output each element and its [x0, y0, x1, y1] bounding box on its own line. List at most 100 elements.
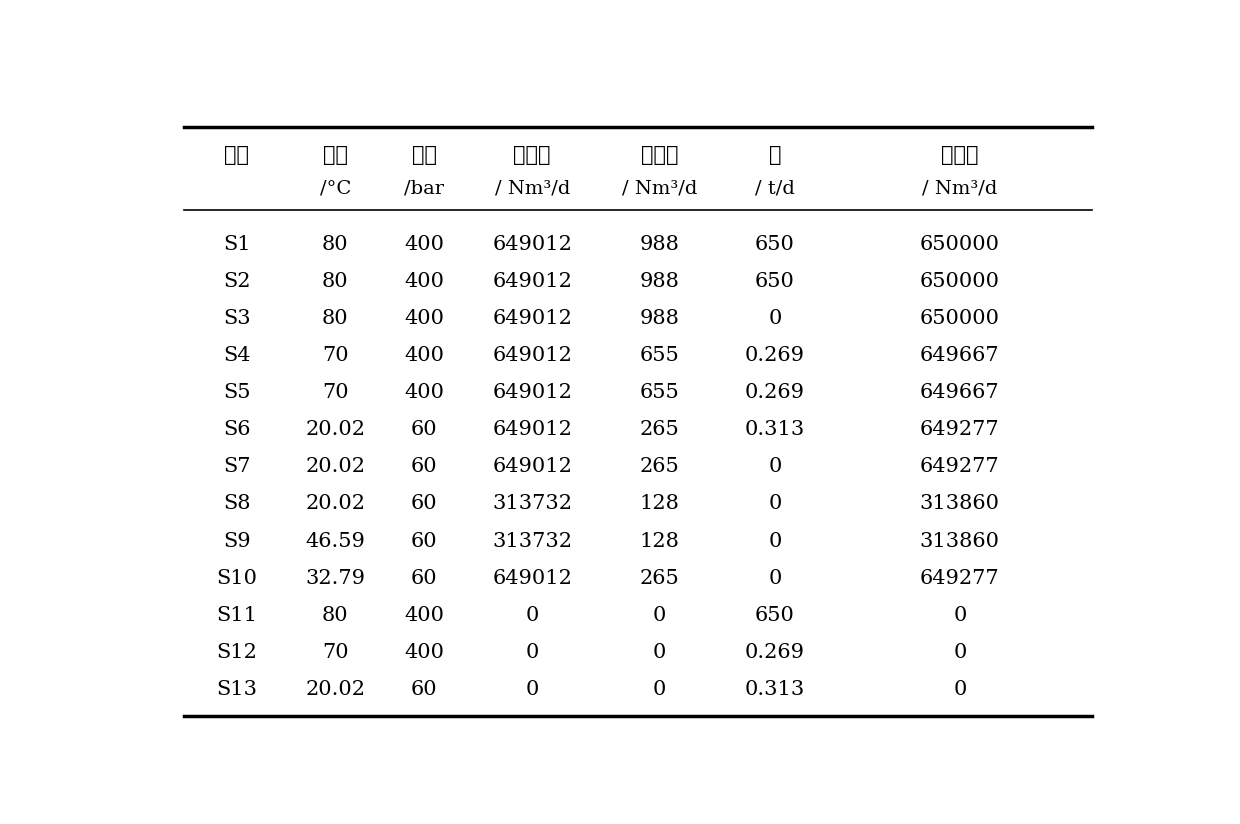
Text: / t/d: / t/d	[755, 180, 795, 198]
Text: 400: 400	[404, 346, 444, 365]
Text: 天然气: 天然气	[513, 147, 551, 166]
Text: 60: 60	[410, 531, 438, 550]
Text: 313860: 313860	[920, 494, 999, 513]
Text: 20.02: 20.02	[305, 680, 366, 699]
Text: / Nm³/d: / Nm³/d	[923, 180, 997, 198]
Text: /bar: /bar	[404, 180, 444, 198]
Text: 655: 655	[640, 346, 680, 365]
Text: 80: 80	[322, 272, 348, 291]
Text: 988: 988	[640, 309, 680, 328]
Text: 0: 0	[652, 643, 666, 662]
Text: 650000: 650000	[920, 309, 999, 328]
Text: 0.269: 0.269	[745, 346, 805, 365]
Text: 0.269: 0.269	[745, 383, 805, 402]
Text: 649012: 649012	[492, 272, 572, 291]
Text: 70: 70	[322, 643, 348, 662]
Text: 265: 265	[640, 569, 680, 588]
Text: 650000: 650000	[920, 272, 999, 291]
Text: 0: 0	[768, 531, 781, 550]
Text: 649012: 649012	[492, 383, 572, 402]
Text: 水蜗汽: 水蜗汽	[641, 147, 678, 166]
Text: S1: S1	[223, 235, 250, 254]
Text: 20.02: 20.02	[305, 420, 366, 439]
Text: 649012: 649012	[492, 309, 572, 328]
Text: 313860: 313860	[920, 531, 999, 550]
Text: 60: 60	[410, 457, 438, 476]
Text: 水: 水	[769, 147, 781, 166]
Text: 649277: 649277	[920, 457, 999, 476]
Text: 649012: 649012	[492, 346, 572, 365]
Text: 46.59: 46.59	[305, 531, 365, 550]
Text: 流股: 流股	[224, 147, 249, 166]
Text: 0: 0	[768, 457, 781, 476]
Text: 313732: 313732	[492, 531, 572, 550]
Text: 265: 265	[640, 420, 680, 439]
Text: 128: 128	[640, 494, 680, 513]
Text: 400: 400	[404, 606, 444, 625]
Text: 649277: 649277	[920, 569, 999, 588]
Text: 650: 650	[755, 235, 795, 254]
Text: S8: S8	[223, 494, 250, 513]
Text: 649012: 649012	[492, 569, 572, 588]
Text: 650: 650	[755, 272, 795, 291]
Text: 649667: 649667	[920, 383, 999, 402]
Text: 70: 70	[322, 346, 348, 365]
Text: S3: S3	[223, 309, 250, 328]
Text: S2: S2	[223, 272, 250, 291]
Text: 0: 0	[954, 606, 966, 625]
Text: 0: 0	[768, 494, 781, 513]
Text: S11: S11	[216, 606, 257, 625]
Text: S6: S6	[223, 420, 250, 439]
Text: S12: S12	[216, 643, 257, 662]
Text: 400: 400	[404, 643, 444, 662]
Text: 988: 988	[640, 235, 680, 254]
Text: 32.79: 32.79	[305, 569, 366, 588]
Text: 0: 0	[652, 680, 666, 699]
Text: 0.313: 0.313	[745, 680, 805, 699]
Text: 0: 0	[954, 680, 966, 699]
Text: 0: 0	[954, 643, 966, 662]
Text: S10: S10	[216, 569, 257, 588]
Text: S5: S5	[223, 383, 250, 402]
Text: 60: 60	[410, 420, 438, 439]
Text: 80: 80	[322, 235, 348, 254]
Text: 80: 80	[322, 309, 348, 328]
Text: 0: 0	[768, 569, 781, 588]
Text: 0: 0	[652, 606, 666, 625]
Text: 649012: 649012	[492, 457, 572, 476]
Text: 60: 60	[410, 569, 438, 588]
Text: 128: 128	[640, 531, 680, 550]
Text: 80: 80	[322, 606, 348, 625]
Text: 0: 0	[526, 643, 539, 662]
Text: 265: 265	[640, 457, 680, 476]
Text: 60: 60	[410, 494, 438, 513]
Text: 60: 60	[410, 680, 438, 699]
Text: 0: 0	[768, 309, 781, 328]
Text: 温度: 温度	[322, 147, 347, 166]
Text: 总气量: 总气量	[941, 147, 978, 166]
Text: 649277: 649277	[920, 420, 999, 439]
Text: 400: 400	[404, 272, 444, 291]
Text: 400: 400	[404, 383, 444, 402]
Text: S7: S7	[223, 457, 250, 476]
Text: S4: S4	[223, 346, 250, 365]
Text: 400: 400	[404, 309, 444, 328]
Text: 0: 0	[526, 680, 539, 699]
Text: /°C: /°C	[320, 180, 351, 198]
Text: / Nm³/d: / Nm³/d	[621, 180, 697, 198]
Text: 400: 400	[404, 235, 444, 254]
Text: S13: S13	[216, 680, 257, 699]
Text: 压力: 压力	[412, 147, 436, 166]
Text: 650: 650	[755, 606, 795, 625]
Text: 0: 0	[526, 606, 539, 625]
Text: 649012: 649012	[492, 235, 572, 254]
Text: 655: 655	[640, 383, 680, 402]
Text: 0.313: 0.313	[745, 420, 805, 439]
Text: 20.02: 20.02	[305, 494, 366, 513]
Text: 20.02: 20.02	[305, 457, 366, 476]
Text: 0.269: 0.269	[745, 643, 805, 662]
Text: 649012: 649012	[492, 420, 572, 439]
Text: 988: 988	[640, 272, 680, 291]
Text: 313732: 313732	[492, 494, 572, 513]
Text: / Nm³/d: / Nm³/d	[495, 180, 570, 198]
